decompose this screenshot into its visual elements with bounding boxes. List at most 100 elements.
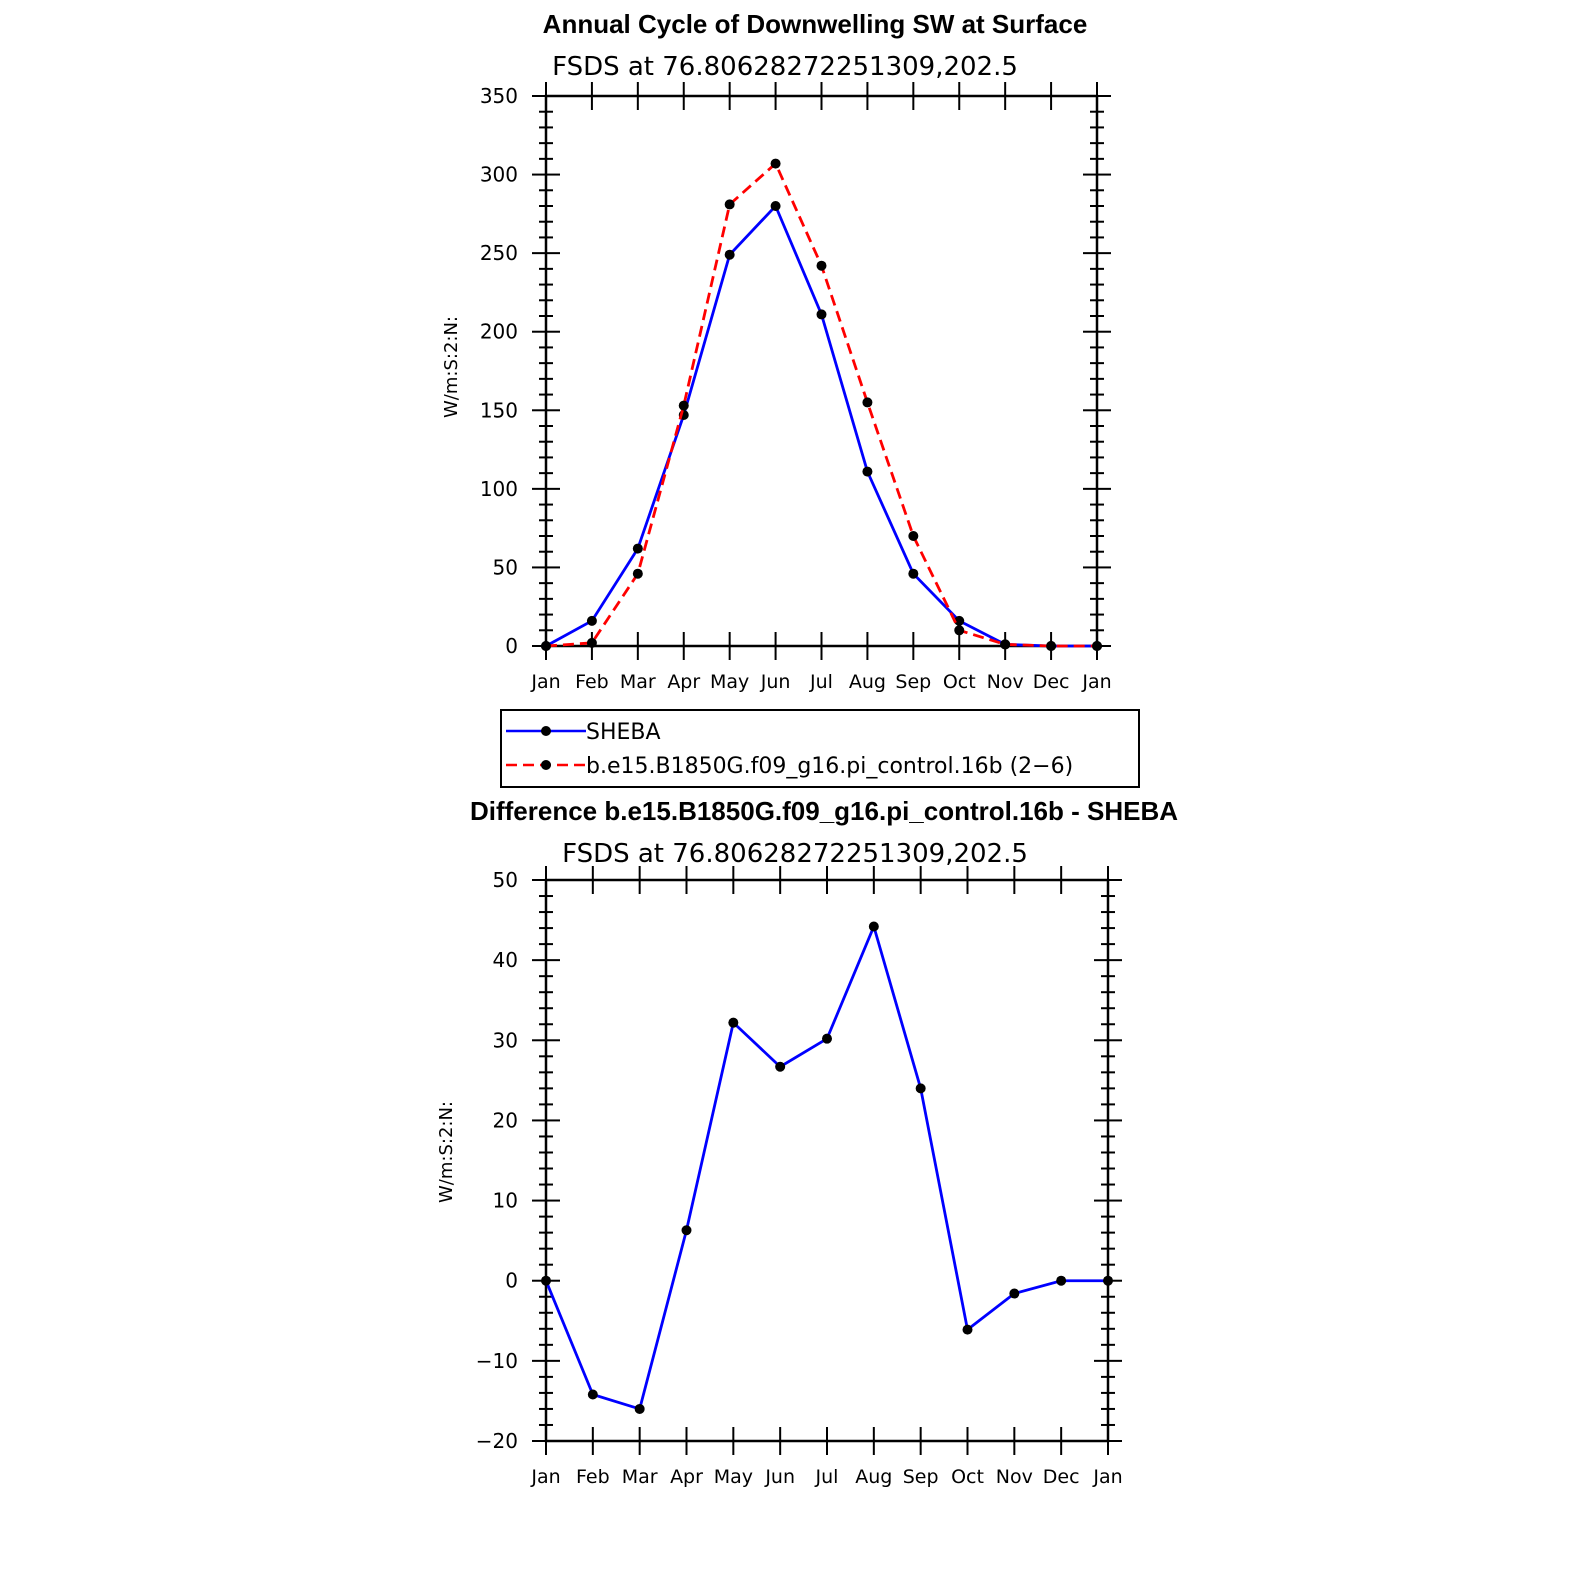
- data-point: [1046, 641, 1057, 651]
- data-point: [822, 1033, 832, 1044]
- x-tick-label: Aug: [849, 671, 886, 693]
- chart-subtitle: FSDS at 76.80628272251309,202.5: [562, 839, 1028, 869]
- data-point: [962, 1324, 973, 1335]
- x-tick-label: Jan: [1092, 1466, 1122, 1488]
- data-point: [1000, 639, 1011, 650]
- difference-chart: Difference b.e15.B1850G.f09_g16.pi_contr…: [436, 796, 1178, 1488]
- data-point: [632, 543, 643, 554]
- x-tick-label: May: [714, 1466, 753, 1488]
- y-tick-label: 0: [505, 1269, 518, 1293]
- data-point: [632, 568, 643, 579]
- data-point: [908, 568, 919, 579]
- x-tick-label: Jan: [530, 671, 560, 693]
- data-point: [868, 921, 879, 932]
- x-tick-label: Aug: [855, 1466, 892, 1488]
- plot-frame: [544, 878, 1110, 1443]
- x-tick-label: Jan: [530, 1466, 560, 1488]
- y-tick-label: 300: [480, 163, 518, 187]
- series-secondary: [541, 158, 1102, 651]
- legend-label-model: b.e15.B1850G.f09_g16.pi_control.16b (2−6…: [586, 754, 1073, 779]
- series-line: [545, 203, 1097, 648]
- x-tick-label: Jul: [815, 1466, 839, 1488]
- x-tick-label: Jun: [764, 1466, 795, 1488]
- y-tick-label: −20: [476, 1429, 518, 1453]
- y-tick-label: −10: [476, 1349, 518, 1373]
- x-tick-label: Feb: [576, 1466, 610, 1488]
- y-tick-label: 40: [493, 948, 518, 972]
- y-axis-label: W/m:S:2:N:: [441, 316, 462, 418]
- data-point: [678, 400, 689, 411]
- y-tick-label: 250: [480, 241, 518, 265]
- legend-marker-model: [541, 760, 551, 770]
- legend-label-sheba: SHEBA: [586, 720, 661, 745]
- y-tick-label: 0: [505, 634, 518, 658]
- x-tick-label: Sep: [895, 671, 931, 693]
- x-tick-label: Nov: [996, 1466, 1033, 1488]
- data-point: [728, 1017, 739, 1028]
- annual-cycle-chart: Annual Cycle of Downwelling SW at Surfac…: [441, 9, 1112, 693]
- x-tick-label: Mar: [620, 671, 656, 693]
- x-tick-label: Jun: [760, 671, 791, 693]
- y-tick-label: 100: [480, 477, 518, 501]
- legend-marker-sheba: [541, 726, 551, 736]
- legend-box: [500, 709, 1140, 788]
- x-tick-label: Feb: [575, 671, 609, 693]
- data-point: [862, 466, 873, 477]
- x-tick-label: Sep: [903, 1466, 939, 1488]
- data-point: [954, 615, 965, 626]
- y-axis-label: W/m:S:2:N:: [436, 1101, 457, 1203]
- x-tick-label: Jan: [1081, 671, 1111, 693]
- y-tick-label: 10: [493, 1189, 518, 1213]
- x-tick-label: Oct: [943, 671, 976, 693]
- data-point: [954, 625, 965, 636]
- axes: −20 −10 0 10 20 30 40 50 Jan Feb Mar Apr May Jun Jul Au…: [476, 866, 1123, 1488]
- x-tick-label: Apr: [670, 1466, 703, 1488]
- data-point: [816, 309, 827, 320]
- data-point: [1009, 1288, 1020, 1299]
- data-point: [587, 1389, 598, 1400]
- y-tick-label: 50: [493, 868, 518, 892]
- data-point: [816, 260, 827, 271]
- y-tick-label: 350: [480, 84, 518, 108]
- chart-subtitle: FSDS at 76.80628272251309,202.5: [552, 52, 1018, 82]
- data-point: [724, 199, 735, 210]
- x-tick-label: Oct: [951, 1466, 984, 1488]
- chart-title: Difference b.e15.B1850G.f09_g16.pi_contr…: [470, 796, 1178, 826]
- y-tick-label: 150: [480, 398, 518, 422]
- data-point: [1092, 641, 1102, 651]
- data-point: [1056, 1275, 1067, 1286]
- x-tick-label: Dec: [1033, 671, 1070, 693]
- x-tick-label: Jul: [809, 671, 833, 693]
- legend-entry-sheba: SHEBA: [506, 720, 661, 745]
- y-tick-label: 200: [480, 320, 518, 344]
- data-point: [586, 615, 597, 626]
- x-tick-label: Apr: [667, 671, 700, 693]
- data-point: [908, 531, 919, 541]
- data-point: [586, 637, 597, 648]
- data-point: [915, 1083, 926, 1094]
- y-tick-label: 50: [493, 555, 518, 579]
- x-tick-label: Dec: [1043, 1466, 1080, 1488]
- x-tick-label: May: [710, 671, 749, 693]
- data-point: [775, 1061, 786, 1072]
- legend: SHEBA b.e15.B1850G.f09_g16.pi_control.16…: [500, 709, 1140, 788]
- data-point: [724, 249, 735, 260]
- x-tick-label: Mar: [622, 1466, 658, 1488]
- data-point: [770, 158, 781, 169]
- chart-title: Annual Cycle of Downwelling SW at Surfac…: [543, 9, 1088, 39]
- data-point: [634, 1403, 645, 1414]
- data-point: [862, 397, 873, 408]
- data-point: [1103, 1275, 1113, 1286]
- x-tick-label: Nov: [987, 671, 1024, 693]
- series-line: [545, 161, 1097, 648]
- data-point: [681, 1225, 692, 1236]
- axes: 0 50 100 150 200 250 300 350 Jan Feb Mar Apr May Jun J…: [480, 82, 1112, 693]
- y-tick-label: 30: [493, 1028, 518, 1052]
- y-tick-label: 20: [493, 1108, 518, 1132]
- data-point: [541, 641, 551, 651]
- data-point: [770, 201, 781, 211]
- series-line: [544, 922, 1108, 1411]
- series-primary: [541, 921, 1113, 1414]
- legend-entry-model: b.e15.B1850G.f09_g16.pi_control.16b (2−6…: [506, 754, 1073, 779]
